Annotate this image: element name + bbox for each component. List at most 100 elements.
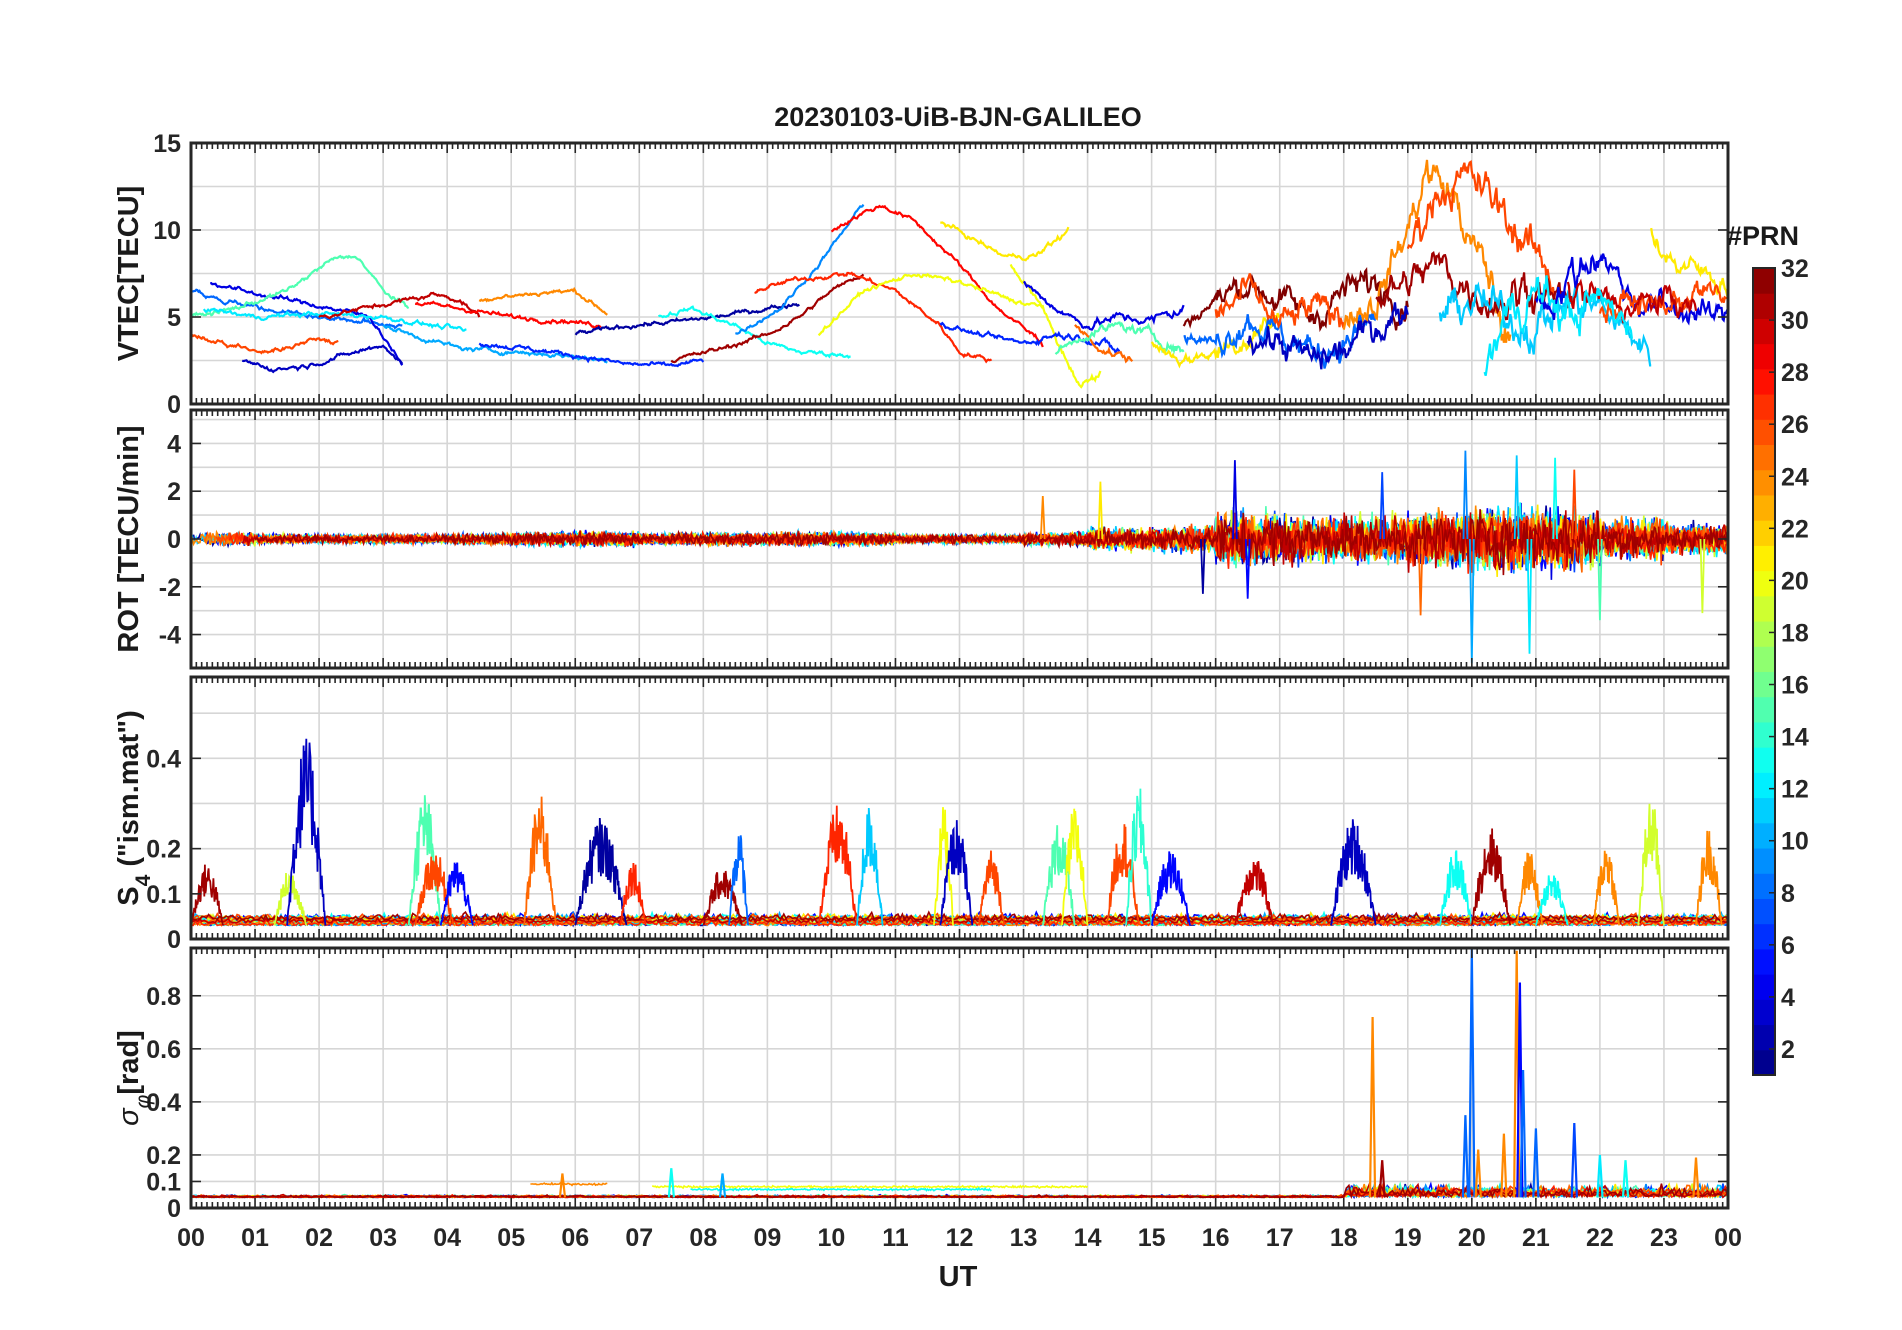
vtec-line-prn30 xyxy=(1566,278,1698,324)
vtec-line-prn20 xyxy=(817,273,1044,337)
y-tick-label: 10 xyxy=(153,217,181,245)
s4-burst-prn5 xyxy=(439,862,474,926)
vtec-line-prn32 xyxy=(1182,267,1409,333)
vtec-line-prn3 xyxy=(1246,302,1409,370)
sigma-spike-prn24 xyxy=(1474,1149,1482,1198)
y-tick-label: -2 xyxy=(159,574,181,602)
y-axis-label-sigma_phi: σφ[rad] xyxy=(113,1030,155,1126)
colorbar-step xyxy=(1753,772,1775,799)
vtec-line-prn4 xyxy=(1023,280,1185,331)
vtec-line-prn3 xyxy=(241,344,404,374)
x-tick-label: 01 xyxy=(241,1224,269,1252)
s4-burst-prn24 xyxy=(1695,830,1723,926)
sigma-spike-prn13 xyxy=(667,1168,675,1198)
s4-burst-prn3 xyxy=(1330,819,1377,926)
colorbar-step xyxy=(1753,822,1775,849)
s4-burst-prn27 xyxy=(817,805,858,926)
colorbar-step xyxy=(1753,797,1775,824)
series-s4 xyxy=(191,738,1728,928)
vtec-line-prn31 xyxy=(670,273,865,364)
vtec-line-prn27 xyxy=(754,271,993,364)
y-axis-label-rot: ROT [TECU/min] xyxy=(113,425,145,652)
rot-peak xyxy=(1513,455,1520,540)
x-tick-label: 16 xyxy=(1202,1224,1230,1252)
y-tick-label: 0.6 xyxy=(146,1036,181,1064)
x-tick-label: 09 xyxy=(753,1224,781,1252)
vtec-line-prn28 xyxy=(414,300,602,330)
y-tick-label: 0.4 xyxy=(146,745,181,773)
sigma-spike-prn31 xyxy=(1378,1160,1386,1198)
colorbar-step xyxy=(1753,394,1775,420)
x-tick-label: 00 xyxy=(177,1224,205,1252)
vtec-line-prn9 xyxy=(734,204,865,335)
colorbar-step xyxy=(1753,1024,1775,1051)
vtec-line-prn28 xyxy=(830,204,1044,348)
y-axis-label-vtec: VTEC[TECU] xyxy=(113,186,145,362)
colorbar-step xyxy=(1753,974,1775,1000)
colorbar-tick-label: 26 xyxy=(1781,411,1809,439)
vtec-line-prn21 xyxy=(940,221,1070,262)
colorbar-step xyxy=(1753,545,1775,572)
panel-rot: -4 -2 0 2 4 ROT [TECU/min] xyxy=(113,408,1730,670)
x-tick-label: 22 xyxy=(1586,1224,1614,1252)
s4-burst-prn25 xyxy=(523,796,557,926)
colorbar-step xyxy=(1753,318,1775,345)
x-tick-label: 15 xyxy=(1138,1224,1166,1252)
s4-burst-prn3 xyxy=(939,820,974,926)
s4-burst-prn26 xyxy=(977,850,1006,926)
sigma-spike-prn24 xyxy=(1368,1016,1377,1198)
rot-peak xyxy=(1200,538,1206,594)
s4-burst-prn15 xyxy=(1041,825,1076,926)
colorbar-tick-label: 10 xyxy=(1781,828,1809,856)
x-tick-label: 04 xyxy=(433,1224,461,1252)
colorbar-tick-label: 4 xyxy=(1781,984,1795,1012)
s4-burst-prn14 xyxy=(1125,788,1153,926)
y-tick-label: 0.2 xyxy=(146,1142,181,1170)
colorbar-tick-label: 8 xyxy=(1781,880,1795,908)
s4-burst-prn3 xyxy=(286,738,327,926)
sigma-spike-prn24 xyxy=(1692,1157,1700,1198)
sigma-spike-prn24 xyxy=(558,1173,567,1198)
vtec-line-prn24 xyxy=(478,286,608,316)
s4-burst-prn31 xyxy=(702,870,743,926)
vtec-line-prn26 xyxy=(1214,273,1345,329)
s4-burst-prn26 xyxy=(1105,824,1140,926)
colorbar-step xyxy=(1753,646,1775,672)
y-tick-label: 15 xyxy=(153,130,181,158)
colorbar-step xyxy=(1753,696,1775,723)
vtec-line-prn12 xyxy=(1483,275,1633,377)
s4-burst-prn31 xyxy=(191,864,224,926)
sigma-shelf-prn13 xyxy=(690,1186,992,1192)
colorbar-tick-label: 20 xyxy=(1781,567,1809,595)
axes-s4: 0 0.1 0.2 0.4 xyxy=(146,675,1730,954)
vtec-line-prn15 xyxy=(191,254,410,319)
x-tick-label: 18 xyxy=(1330,1224,1358,1252)
x-tick-label: 19 xyxy=(1394,1224,1422,1252)
vtec-line-prn25 xyxy=(1074,324,1134,364)
vtec-line-prn6 xyxy=(939,321,1121,354)
colorbar-tick-label: 16 xyxy=(1781,672,1809,700)
colorbar-step xyxy=(1753,999,1775,1026)
axes-rot: -4 -2 0 2 4 xyxy=(159,408,1730,670)
colorbar-label: #PRN xyxy=(1727,221,1799,251)
colorbar-step xyxy=(1753,671,1775,698)
colorbar-tick-label: 6 xyxy=(1781,932,1795,960)
s4-burst-prn20 xyxy=(1061,808,1089,926)
s4-burst-prn8 xyxy=(728,835,750,926)
s4-burst-prn2 xyxy=(574,817,628,926)
panel-s4: 0 0.1 0.2 0.4S4 ("ism.mat") xyxy=(113,675,1730,954)
colorbar-tick-label: 30 xyxy=(1781,307,1809,335)
sigma-spike-prn7 xyxy=(1570,1123,1578,1198)
x-tick-label: 07 xyxy=(625,1224,653,1252)
panel-sigma_phi: 00.10.2 0.4 0.6 0.8 00 01 02 03 04 05 06 07 08 09 10 11… xyxy=(113,946,1742,1252)
y-tick-label: 0.8 xyxy=(146,983,181,1011)
colorbar-step xyxy=(1753,494,1775,521)
axes-sigma_phi: 00.10.2 0.4 0.6 0.8 00 01 02 03 04 05 06 07 08 09 10 11… xyxy=(146,946,1742,1252)
colorbar-step xyxy=(1753,848,1775,874)
x-tick-label: 12 xyxy=(946,1224,974,1252)
x-tick-label: 23 xyxy=(1650,1224,1678,1252)
vtec-line-prn31 xyxy=(1375,251,1569,321)
rot-peak xyxy=(1526,538,1533,654)
colorbar-step xyxy=(1753,873,1775,899)
s4-burst-prn19 xyxy=(1637,803,1665,926)
